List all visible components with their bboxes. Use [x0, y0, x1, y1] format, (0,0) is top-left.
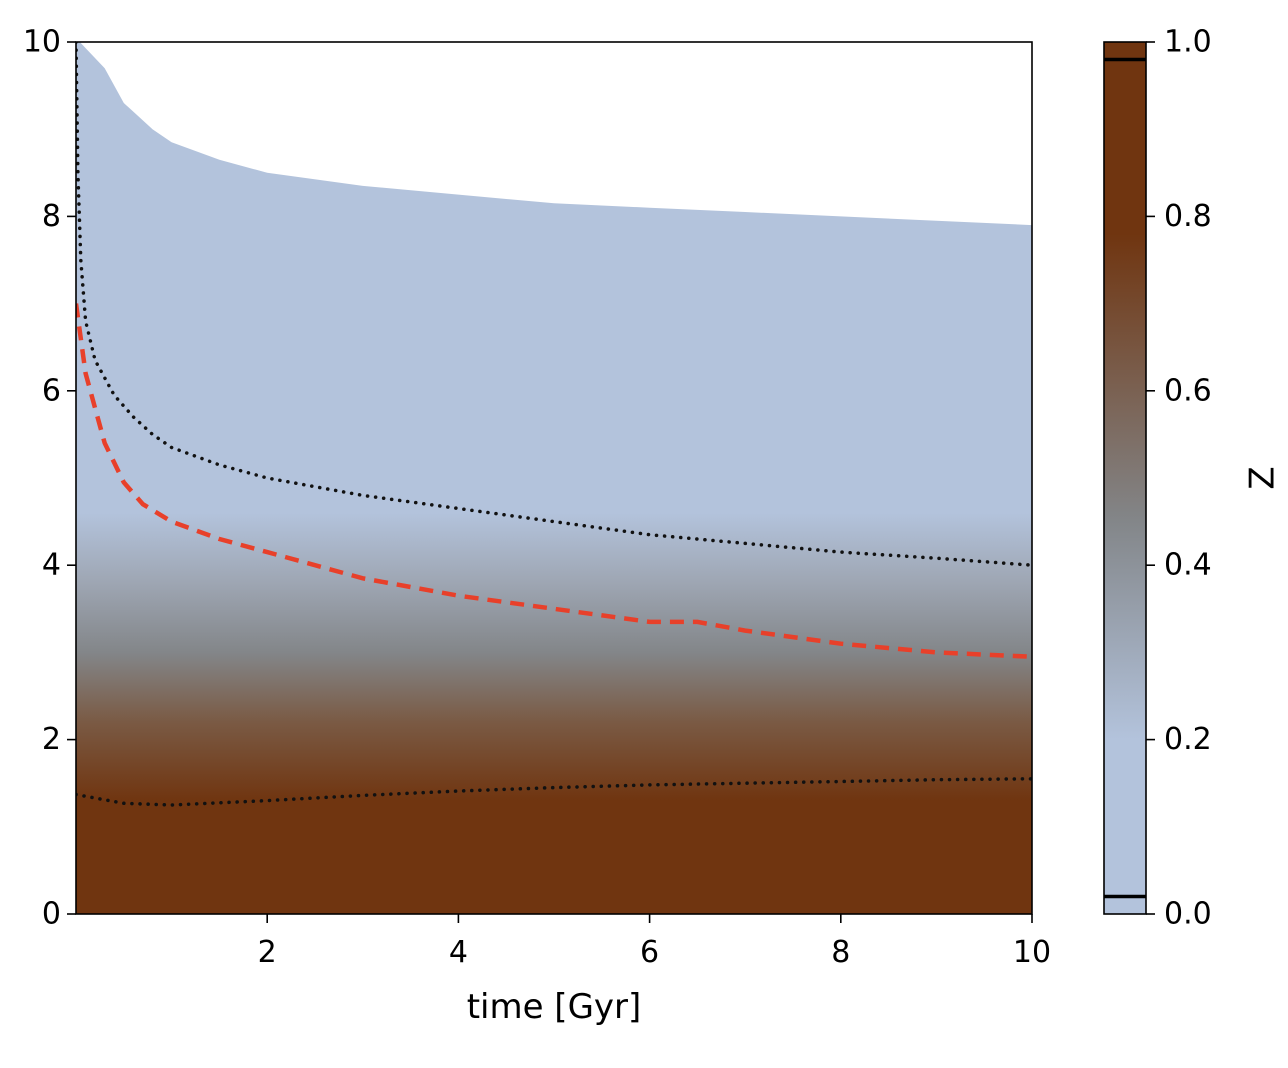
metallicity-field: [76, 42, 1032, 914]
colorbar-tick-label: 0.6: [1164, 373, 1212, 408]
x-tick-label: 6: [640, 935, 659, 970]
colorbar-fill: [1104, 42, 1146, 914]
colorbar-title: Z: [1243, 466, 1283, 489]
dashed-red-contour: [76, 303, 1032, 660]
y-axis: 0 2 4 6 8 10: [23, 25, 76, 932]
colorbar-tick-label: 0.4: [1164, 548, 1212, 583]
x-axis-title: time [Gyr]: [467, 987, 642, 1027]
dotted-upper-contour: [76, 42, 1032, 567]
x-tick-label: 8: [831, 935, 850, 970]
y-tick-label: 10: [23, 25, 61, 60]
colorbar-axis: 0.0 0.2 0.4 0.6 0.8 1.0: [1146, 25, 1212, 932]
colorbar-frame: [1103, 41, 1147, 915]
x-tick-label: 10: [1013, 935, 1051, 970]
colorbar-tick-label: 0.8: [1164, 199, 1212, 234]
plot-area: [76, 42, 1032, 914]
colorbar-tick-label: 1.0: [1164, 25, 1212, 60]
y-tick-label: 8: [42, 199, 61, 234]
colorbar-tick-label: 0.2: [1164, 722, 1212, 757]
y-tick-label: 0: [42, 897, 61, 932]
colorbar-tick-label: 0.0: [1164, 897, 1212, 932]
dotted-lower-contour: [76, 777, 1032, 807]
colorbar: 0.0 0.2 0.4 0.6 0.8 1.0 Z: [1103, 25, 1283, 932]
plot-frame: [75, 41, 1033, 915]
y-tick-label: 6: [42, 373, 61, 408]
x-tick-label: 4: [449, 935, 468, 970]
x-axis: 2 4 6 8 10: [258, 914, 1051, 970]
x-tick-label: 2: [258, 935, 277, 970]
colorbar-markers: [1104, 57, 1146, 899]
y-tick-label: 2: [42, 722, 61, 757]
y-tick-label: 4: [42, 548, 61, 583]
